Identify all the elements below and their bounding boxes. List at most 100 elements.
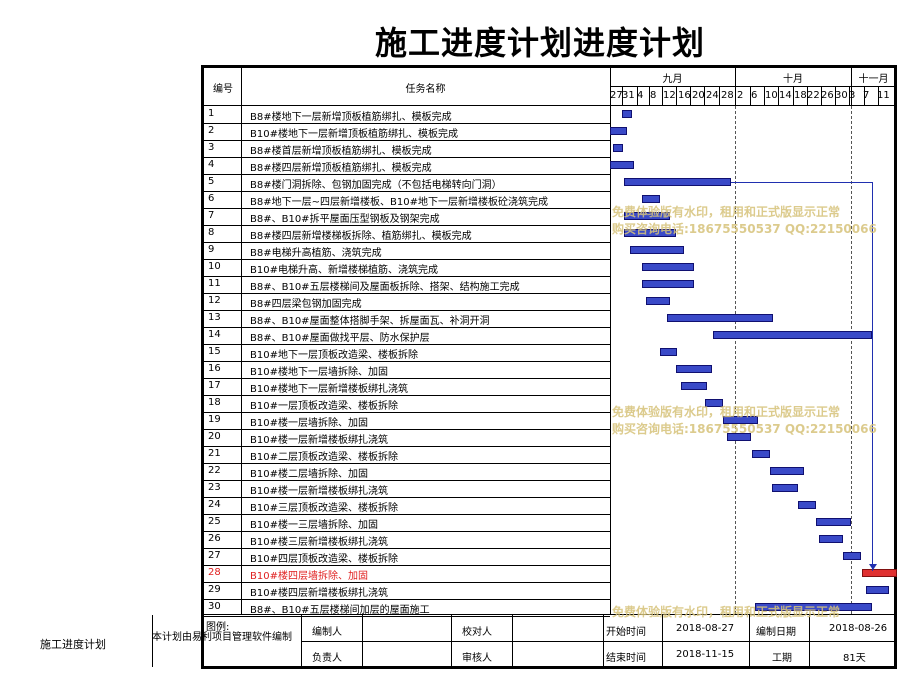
owner-label: 负责人 [312, 653, 342, 664]
task-bar[interactable] [660, 348, 677, 356]
day-label: 20 [692, 90, 705, 101]
task-number: 5 [208, 176, 215, 187]
task-bar[interactable] [681, 382, 707, 390]
table-row[interactable]: 7 B8#、B10#拆平屋面压型钢板及钢架完成 [203, 208, 610, 225]
task-bar[interactable] [642, 263, 694, 271]
row-divider [203, 123, 610, 124]
footer-col [512, 614, 513, 668]
table-row[interactable]: 3 B8#楼首层新增顶板植筋绑扎、模板完成 [203, 140, 610, 157]
table-row[interactable]: 16 B10#楼地下一层墙拆除、加固 [203, 361, 610, 378]
row-divider [203, 412, 610, 413]
task-bar[interactable] [819, 535, 843, 543]
row-divider [203, 208, 610, 209]
task-bar[interactable] [646, 297, 670, 305]
table-row[interactable]: 28 B10#楼四层墙拆除、加固 [203, 565, 610, 582]
task-name: B10#四层顶板改造梁、楼板拆除 [250, 554, 398, 565]
task-bar[interactable] [624, 178, 731, 186]
table-row[interactable]: 15 B10#地下一层顶板改造梁、楼板拆除 [203, 344, 610, 361]
task-bar[interactable] [667, 314, 773, 322]
task-bar[interactable] [705, 399, 723, 407]
table-row[interactable]: 12 B8#四层梁包钢加固完成 [203, 293, 610, 310]
row-divider [203, 378, 610, 379]
month-september: 九月 [662, 74, 683, 85]
task-bar[interactable] [798, 501, 816, 509]
table-row[interactable]: 13 B8#、B10#屋面整体搭脚手架、拆屋面瓦、补洞开洞 [203, 310, 610, 327]
table-row[interactable]: 26 B10#楼三层新增楼板绑扎浇筑 [203, 531, 610, 548]
task-bar[interactable] [772, 484, 798, 492]
task-bar[interactable] [713, 331, 872, 339]
task-name: B8#楼地下一层新增顶板植筋绑扎、模板完成 [250, 112, 452, 123]
table-row[interactable]: 8 B8#楼四层新增楼梯板拆除、植筋绑扎、模板完成 [203, 225, 610, 242]
task-number: 4 [208, 159, 215, 170]
task-bar[interactable] [613, 144, 623, 152]
task-bar[interactable] [770, 467, 804, 475]
table-row[interactable]: 6 B8#地下一层~四层新增楼板、B10#地下一层新增楼板砼浇筑完成 [203, 191, 610, 208]
checker-label: 校对人 [462, 627, 492, 638]
day-label: 31 [622, 90, 635, 101]
task-bar[interactable] [624, 229, 676, 237]
table-row[interactable]: 24 B10#三层顶板改造梁、楼板拆除 [203, 497, 610, 514]
task-bar[interactable] [816, 518, 851, 526]
footer-divider [203, 614, 897, 615]
day-divider [690, 87, 691, 105]
day-label: 8 [650, 90, 657, 101]
table-row[interactable]: 20 B10#楼一层新增楼板绑扎浇筑 [203, 429, 610, 446]
table-row[interactable]: 17 B10#楼地下一层新增楼板绑扎浇筑 [203, 378, 610, 395]
task-bar[interactable] [630, 246, 684, 254]
task-bar[interactable] [862, 569, 897, 577]
task-bar[interactable] [610, 161, 634, 169]
table-row[interactable]: 1 B8#楼地下一层新增顶板植筋绑扎、模板完成 [203, 106, 610, 123]
table-row[interactable]: 25 B10#楼一三层墙拆除、加固 [203, 514, 610, 531]
side-label: 施工进度计划 [40, 638, 106, 651]
task-bar[interactable] [843, 552, 861, 560]
task-bar[interactable] [866, 586, 889, 594]
task-name: B10#一层顶板改造梁、楼板拆除 [250, 401, 398, 412]
table-row[interactable]: 27 B10#四层顶板改造梁、楼板拆除 [203, 548, 610, 565]
task-name: B10#二层顶板改造梁、楼板拆除 [250, 452, 398, 463]
table-row[interactable]: 19 B10#楼一层墙拆除、加固 [203, 412, 610, 429]
table-row[interactable]: 5 B8#楼门洞拆除、包钢加固完成（不包括电梯转向门洞） [203, 174, 610, 191]
row-divider [203, 276, 610, 277]
task-number: 12 [208, 295, 221, 306]
day-divider [864, 87, 865, 105]
task-number: 13 [208, 312, 221, 323]
task-number: 6 [208, 193, 215, 204]
day-label: 2 [737, 90, 744, 101]
day-divider [704, 87, 705, 105]
table-row[interactable]: 22 B10#楼二层墙拆除、加固 [203, 463, 610, 480]
task-bar[interactable] [622, 110, 632, 118]
table-row[interactable]: 30 B8#、B10#五层楼梯间加层的屋面施工 [203, 599, 610, 616]
table-row[interactable]: 14 B8#、B10#屋面做找平层、防水保护层 [203, 327, 610, 344]
table-row[interactable]: 9 B8#电梯升高植筋、浇筑完成 [203, 242, 610, 259]
task-number: 18 [208, 397, 221, 408]
task-number: 28 [208, 567, 221, 578]
gantt-divider [610, 68, 611, 614]
task-bar[interactable] [610, 127, 627, 135]
side-label-border [0, 615, 153, 667]
row-divider [203, 157, 610, 158]
row-divider [203, 480, 610, 481]
task-bar[interactable] [723, 416, 758, 424]
task-bar[interactable] [642, 280, 694, 288]
table-row[interactable]: 21 B10#二层顶板改造梁、楼板拆除 [203, 446, 610, 463]
task-bar[interactable] [642, 195, 660, 203]
table-row[interactable]: 2 B10#楼地下一层新增顶板植筋绑扎、模板完成 [203, 123, 610, 140]
table-row[interactable]: 10 B10#电梯升高、新增楼梯植筋、浇筑完成 [203, 259, 610, 276]
row-divider [203, 225, 610, 226]
table-row[interactable]: 23 B10#楼一层新增楼板绑扎浇筑 [203, 480, 610, 497]
task-name: B8#、B10#拆平屋面压型钢板及钢架完成 [250, 214, 440, 225]
task-bar[interactable] [676, 365, 712, 373]
table-row[interactable]: 18 B10#一层顶板改造梁、楼板拆除 [203, 395, 610, 412]
task-bar[interactable] [752, 450, 770, 458]
task-name: B10#楼一三层墙拆除、加固 [250, 520, 378, 531]
month-october: 十月 [783, 74, 803, 85]
task-bar[interactable] [755, 603, 872, 611]
table-row[interactable]: 29 B10#楼四层新增楼板绑扎浇筑 [203, 582, 610, 599]
table-row[interactable]: 4 B8#楼四层新增顶板植筋绑扎、模板完成 [203, 157, 610, 174]
header-task: 任务名称 [405, 84, 446, 95]
task-bar[interactable] [624, 212, 670, 220]
task-name: B10#楼三层新增楼板绑扎浇筑 [250, 537, 388, 548]
watermark-3a: 免费体验版有水印，租用和正式版显示正常 [612, 605, 841, 619]
table-row[interactable]: 11 B8#、B10#五层楼梯间及屋面板拆除、搭架、结构施工完成 [203, 276, 610, 293]
task-bar[interactable] [727, 433, 751, 441]
